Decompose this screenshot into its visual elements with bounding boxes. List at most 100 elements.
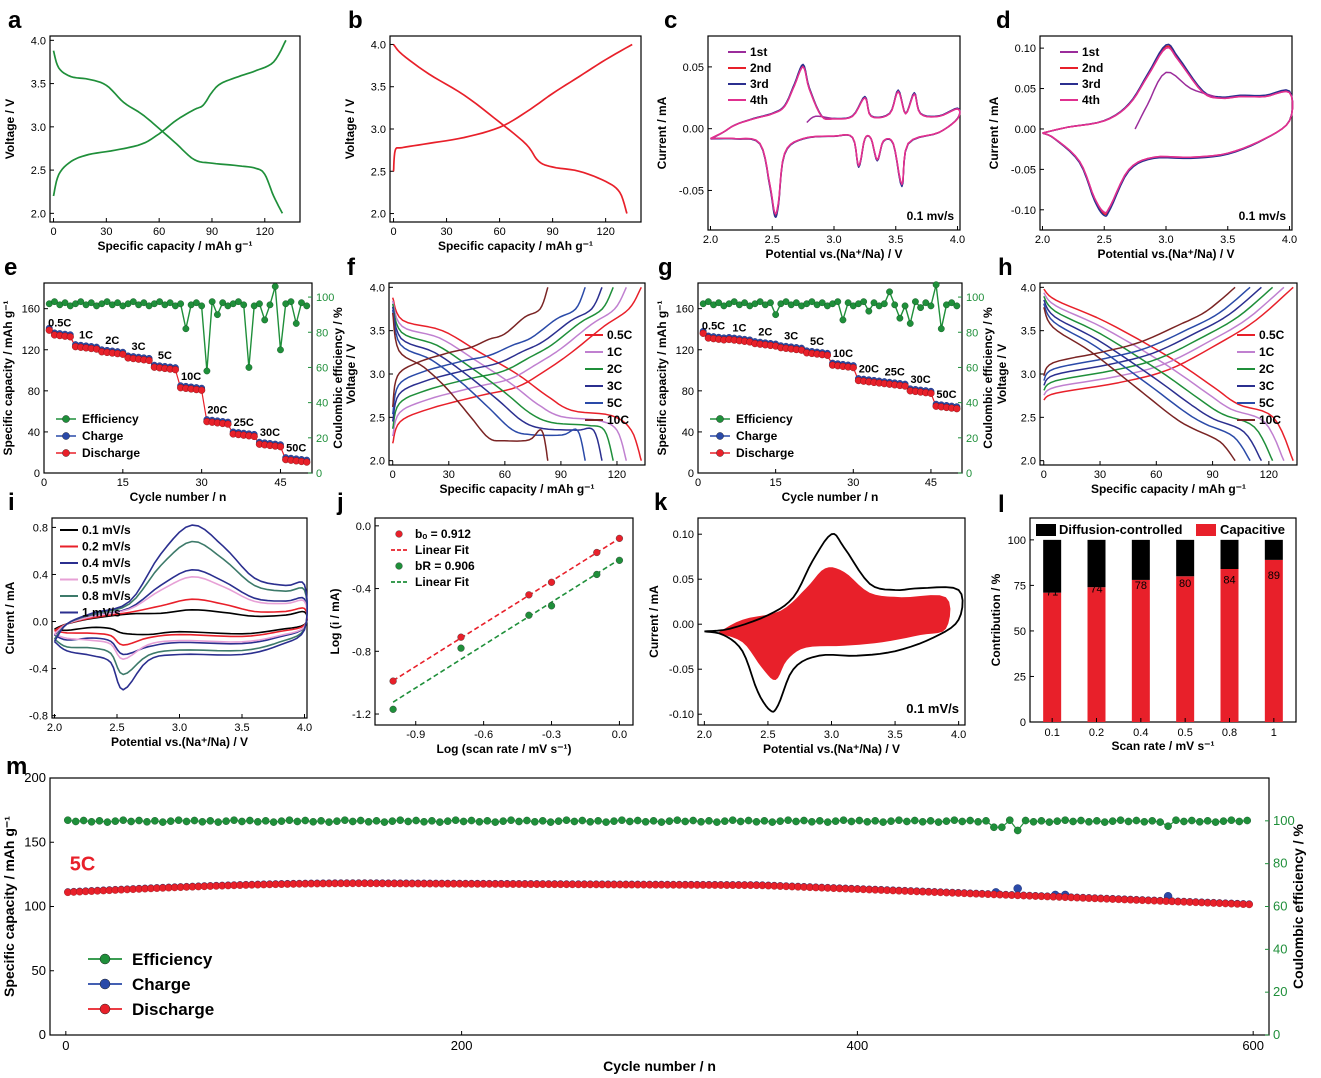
x-tick-label: 2.0 <box>703 234 718 246</box>
x-tick-label: 1 <box>1271 727 1277 739</box>
panel-label: a <box>8 7 22 34</box>
discharge-curve <box>1043 292 1285 462</box>
legend-label: Charge <box>132 975 191 994</box>
y2-tick-label: 100 <box>1273 813 1295 828</box>
efficiency-point <box>917 304 924 312</box>
x-axis-label: Potential vs.(Na⁺/Na) / V <box>1097 247 1234 261</box>
panel-label: g <box>658 254 673 281</box>
x-axis-label: Cycle number / n <box>130 490 227 504</box>
charge-point <box>1013 884 1022 893</box>
legend-marker <box>395 562 403 570</box>
legend-label: 3C <box>1259 379 1275 393</box>
efficiency-point <box>767 299 774 307</box>
efficiency-point <box>61 299 69 307</box>
efficiency-point <box>256 300 263 308</box>
cv-cycle <box>710 63 961 218</box>
data-point <box>525 591 533 599</box>
legend-marker <box>716 432 724 440</box>
data-point <box>593 548 601 557</box>
cv-cycle <box>1042 46 1294 214</box>
efficiency-point <box>886 288 893 296</box>
legend-label: 0.1 mV/s <box>82 523 131 537</box>
x-tick-label: 90 <box>546 226 558 238</box>
discharge-point <box>849 364 857 372</box>
y-tick-label: 0.8 <box>33 522 48 534</box>
legend-label: Diffusion-controlled <box>1059 522 1183 537</box>
charge-curve <box>391 287 603 422</box>
x-tick-label: 3.5 <box>888 234 903 246</box>
voltage-profile <box>52 39 287 197</box>
x-axis-label: Cycle number / n <box>603 1058 716 1074</box>
y-tick-label: 4.0 <box>370 282 385 294</box>
x-tick-label: 120 <box>256 226 274 238</box>
legend-marker <box>716 449 724 457</box>
discharge-point <box>953 405 961 413</box>
efficiency-point <box>901 302 909 310</box>
panel-label: l <box>998 491 1005 518</box>
panel-d: 2.0 2.5 3.0 3.5 4.0 -0.10 -0.05 0.00 0.05 0.10 d Po… <box>987 7 1297 261</box>
rate-label: 50C <box>286 443 306 455</box>
efficiency-point <box>782 298 790 306</box>
discharge-point <box>276 443 285 451</box>
efficiency-point <box>198 302 206 310</box>
data-point <box>547 578 556 586</box>
panel-j: -0.9 -0.6 -0.3 0.0 -1.2 -0.8 -0.4 0.0 j Log (scan… <box>328 489 634 756</box>
y-tick-label: 2.5 <box>1021 412 1036 424</box>
plot-frame <box>1029 517 1297 723</box>
charge-curve <box>1043 286 1274 391</box>
panel-label: c <box>664 7 677 34</box>
discharge-curve <box>391 309 586 461</box>
efficiency-point <box>303 302 311 310</box>
x-tick-label: 3.0 <box>1158 234 1173 246</box>
y-tick-label: 2.5 <box>31 165 46 177</box>
x-tick-label: 400 <box>847 1038 869 1053</box>
plot-frame <box>49 777 1270 1036</box>
data-point <box>615 534 624 542</box>
bar-value-label: 84 <box>1223 575 1235 587</box>
y-tick-label: 50 <box>1014 626 1026 638</box>
panel-b: 0 30 60 90 120 2.0 2.5 3.0 3.5 4.0 b Specific capac… <box>343 7 642 253</box>
x-tick-label: 600 <box>1242 1038 1264 1053</box>
voltage-profile <box>52 50 284 214</box>
panel-a: 0 30 60 90 120 2.0 2.5 3.0 3.5 4.0 a Specific capac… <box>3 7 301 253</box>
discharge-curve <box>391 297 643 461</box>
efficiency-point <box>298 299 305 307</box>
discharge-curve <box>1043 288 1294 461</box>
efficiency-point <box>51 298 58 306</box>
y-tick-label: 0.4 <box>33 569 48 581</box>
x-tick-label: 60 <box>1150 469 1162 481</box>
cv-first-cycle <box>806 115 835 124</box>
y-tick-label: 80 <box>682 386 694 398</box>
legend-label: 1st <box>750 45 767 59</box>
y2-tick-label: 0 <box>316 468 322 480</box>
y2-tick-label: 20 <box>966 433 978 445</box>
y-tick-label: 120 <box>22 345 40 357</box>
cv-cycle <box>1042 45 1294 216</box>
data-point <box>593 570 601 579</box>
x-axis-label: Potential vs.(Na⁺/Na) / V <box>765 247 902 261</box>
panel-k: 2.0 2.5 3.0 3.5 4.0 -0.10 -0.05 0.00 0.05 0.10 k Po… <box>647 489 966 756</box>
efficiency-point <box>704 298 712 306</box>
x-tick-label: 4.0 <box>950 234 965 246</box>
efficiency-point <box>937 325 945 333</box>
x-axis-label: Specific capacity / mAh g⁻¹ <box>1091 482 1246 496</box>
data-point <box>525 611 533 619</box>
efficiency-point <box>756 298 764 306</box>
rate-label: 2C <box>758 327 772 339</box>
efficiency-point <box>715 299 723 307</box>
plot-frame <box>49 35 301 223</box>
x-axis-label: Potential vs.(Na⁺/Na) / V <box>763 742 900 756</box>
legend-label: 1 mV/s <box>82 606 121 620</box>
y-tick-label: 4.0 <box>1021 282 1036 294</box>
efficiency-point <box>166 299 174 307</box>
x-tick-label: 120 <box>596 226 614 238</box>
y-tick-label: 100 <box>1008 535 1026 547</box>
y-tick-label: 2.0 <box>31 208 46 220</box>
x-tick-label: 30 <box>440 226 452 238</box>
y-axis-label: Current / mA <box>3 581 17 654</box>
y-tick-label: 200 <box>24 770 46 785</box>
bar-diffusion <box>1087 539 1106 588</box>
legend-label: 2nd <box>1082 61 1103 75</box>
x-axis-label: Specific capacity / mAh g⁻¹ <box>439 482 594 496</box>
